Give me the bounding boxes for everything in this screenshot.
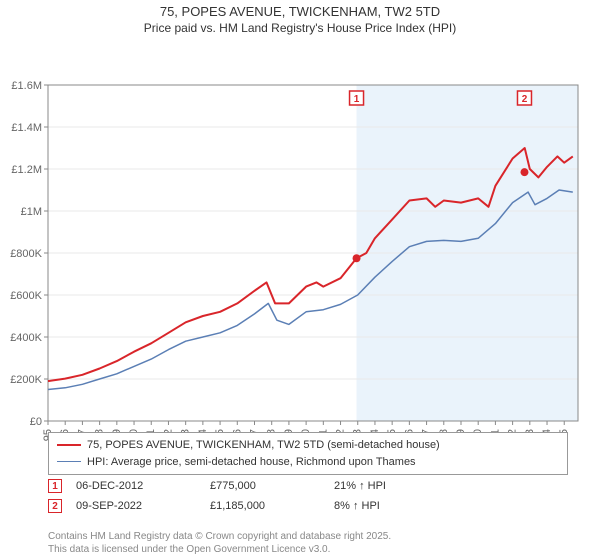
- svg-text:£800K: £800K: [10, 248, 42, 260]
- sale-pct: 21% ↑ HPI: [334, 480, 386, 492]
- sale-marker-icon: 1: [48, 479, 62, 493]
- sale-row: 1 06-DEC-2012 £775,000 21% ↑ HPI: [48, 476, 568, 496]
- svg-text:£1.4M: £1.4M: [11, 122, 42, 134]
- chart-container: 75, POPES AVENUE, TWICKENHAM, TW2 5TD Pr…: [0, 0, 600, 560]
- svg-text:2: 2: [522, 94, 528, 105]
- sales-table: 1 06-DEC-2012 £775,000 21% ↑ HPI 2 09-SEP-202…: [48, 476, 568, 516]
- footer: Contains HM Land Registry data © Crown c…: [48, 530, 391, 556]
- sale-marker-icon: 2: [48, 499, 62, 513]
- legend-label: 75, POPES AVENUE, TWICKENHAM, TW2 5TD (s…: [87, 437, 440, 454]
- sale-price: £775,000: [210, 480, 320, 492]
- svg-text:£600K: £600K: [10, 290, 42, 302]
- legend-swatch: [57, 444, 81, 446]
- legend-swatch: [57, 461, 81, 462]
- chart-subtitle: Price paid vs. HM Land Registry's House …: [0, 21, 600, 35]
- svg-text:£1.2M: £1.2M: [11, 164, 42, 176]
- line-chart: £0 £200K £400K £600K £800K £1M £1.2M £1.4M £1.6M…: [0, 41, 600, 441]
- legend-item: 75, POPES AVENUE, TWICKENHAM, TW2 5TD (s…: [57, 437, 559, 454]
- legend: 75, POPES AVENUE, TWICKENHAM, TW2 5TD (s…: [48, 432, 568, 475]
- svg-text:£0: £0: [30, 416, 42, 428]
- svg-text:£400K: £400K: [10, 332, 42, 344]
- footer-line-2: This data is licensed under the Open Gov…: [48, 543, 391, 556]
- sale-date: 06-DEC-2012: [76, 480, 196, 492]
- chart-title: 75, POPES AVENUE, TWICKENHAM, TW2 5TD: [0, 0, 600, 21]
- svg-text:£1M: £1M: [21, 206, 42, 218]
- sale-price: £1,185,000: [210, 500, 320, 512]
- sale-row: 2 09-SEP-2022 £1,185,000 8% ↑ HPI: [48, 496, 568, 516]
- sale-date: 09-SEP-2022: [76, 500, 196, 512]
- footer-line-1: Contains HM Land Registry data © Crown c…: [48, 530, 391, 543]
- sale-pct: 8% ↑ HPI: [334, 500, 380, 512]
- svg-text:£1.6M: £1.6M: [11, 80, 42, 92]
- svg-text:£200K: £200K: [10, 374, 42, 386]
- svg-text:1: 1: [354, 94, 360, 105]
- legend-label: HPI: Average price, semi-detached house,…: [87, 454, 416, 471]
- legend-item: HPI: Average price, semi-detached house,…: [57, 454, 559, 471]
